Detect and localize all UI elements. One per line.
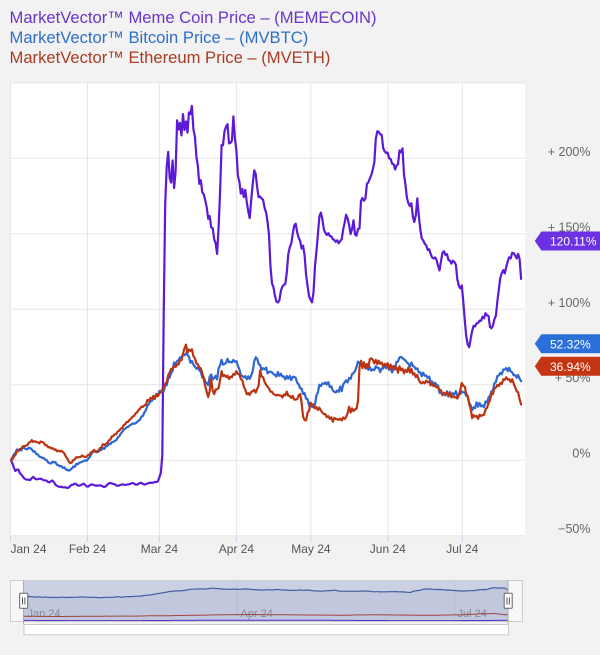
svg-text:Jul 24: Jul 24 (446, 542, 478, 556)
svg-text:+ 150%: + 150% (548, 220, 591, 234)
svg-text:0%: 0% (572, 447, 590, 461)
svg-text:36.94%: 36.94% (550, 360, 591, 374)
svg-text:Jan 24: Jan 24 (11, 542, 47, 556)
svg-text:Apr 24: Apr 24 (241, 608, 273, 620)
svg-text:Mar 24: Mar 24 (141, 542, 179, 556)
svg-text:52.32%: 52.32% (550, 337, 591, 351)
svg-text:120.11%: 120.11% (550, 235, 597, 249)
svg-text:Feb 24: Feb 24 (69, 542, 107, 556)
svg-text:+ 100%: + 100% (548, 296, 591, 310)
svg-text:Jun 24: Jun 24 (370, 542, 406, 556)
svg-text:−50%: −50% (558, 522, 590, 536)
svg-text:Apr 24: Apr 24 (219, 542, 255, 556)
svg-text:May 24: May 24 (291, 542, 331, 556)
svg-text:+ 200%: + 200% (548, 145, 591, 159)
